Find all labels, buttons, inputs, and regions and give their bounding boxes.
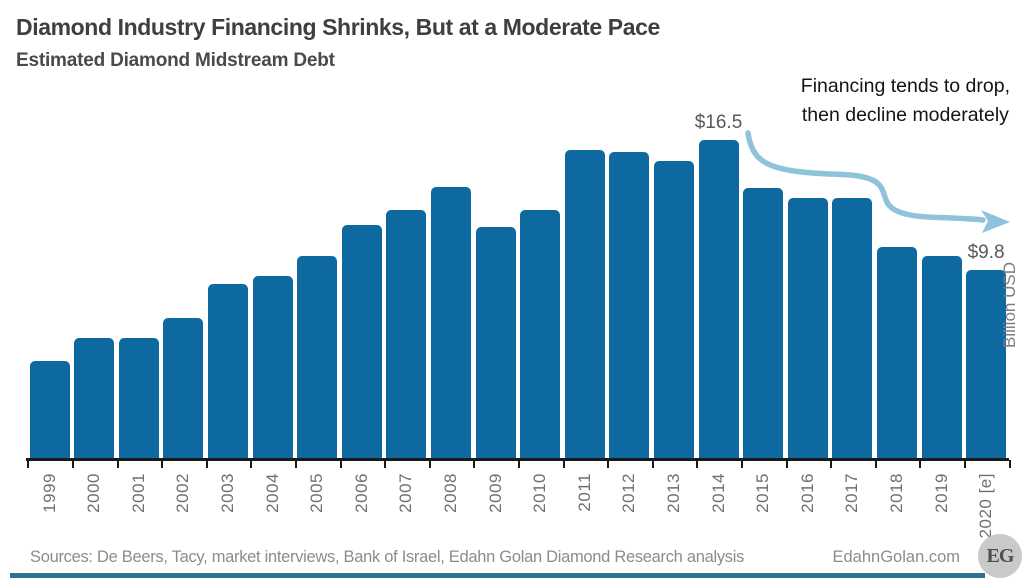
bottom-accent-strip: [10, 573, 985, 578]
bar-2014: [698, 140, 739, 460]
trend-annotation-line1: Financing tends to drop,: [800, 75, 1010, 97]
axis-tick: [562, 460, 565, 468]
trend-annotation-line2: then decline moderately: [801, 104, 1009, 126]
x-axis-label-2010: 2010: [530, 473, 550, 513]
x-axis-label-2015: 2015: [753, 473, 773, 513]
bar-2010: [520, 209, 561, 460]
bar-2011: [564, 149, 605, 460]
axis-tick: [830, 460, 833, 468]
bar-2017: [832, 198, 873, 460]
x-axis-label-2003: 2003: [217, 473, 237, 513]
bar-2002: [163, 318, 204, 460]
x-axis-label-2020 [e]: 2020 [e]: [976, 473, 996, 539]
bar-2003: [207, 283, 248, 460]
data-label-2020 [e]: $9.8: [967, 241, 1005, 263]
bar-2013: [653, 161, 694, 460]
bar-2005: [297, 256, 338, 460]
bar-2015: [743, 188, 784, 460]
data-label-2014: $16.5: [694, 112, 743, 133]
x-axis-label-2017: 2017: [842, 473, 862, 513]
axis-tick: [651, 460, 654, 468]
axis-tick: [161, 460, 164, 468]
x-axis-label-2005: 2005: [307, 473, 327, 513]
x-axis-label-2011: 2011: [574, 473, 594, 512]
bar-2020 [e]: [966, 269, 1007, 460]
x-axis-label-2006: 2006: [351, 473, 371, 513]
axis-tick: [384, 460, 387, 468]
trend-arrow-icon: [745, 130, 1010, 233]
x-axis-line: [26, 458, 1009, 461]
x-axis-label-2014: 2014: [708, 473, 728, 513]
bar-2007: [386, 209, 427, 460]
sources-text: Sources: De Beers, Tacy, market intervie…: [30, 548, 745, 566]
axis-tick: [339, 460, 342, 468]
x-axis-label-2013: 2013: [663, 473, 683, 513]
bar-2019: [921, 256, 962, 460]
axis-tick: [71, 460, 74, 468]
bar-2006: [341, 225, 382, 460]
axis-tick: [27, 460, 30, 468]
x-axis-label-1999: 1999: [39, 473, 59, 513]
axis-tick: [205, 460, 208, 468]
bar-2012: [609, 151, 650, 460]
axis-tick: [517, 460, 520, 468]
axis-tick: [740, 460, 743, 468]
page-title: Diamond Industry Financing Shrinks, But …: [16, 14, 660, 40]
bar-2009: [475, 227, 516, 460]
page-subtitle: Estimated Diamond Midstream Debt: [16, 50, 335, 71]
axis-tick: [294, 460, 297, 468]
x-axis-label-2004: 2004: [262, 473, 282, 513]
axis-tick: [473, 460, 476, 468]
site-credit: EdahnGolan.com: [832, 548, 961, 566]
axis-tick: [428, 460, 431, 468]
axis-tick: [116, 460, 119, 468]
bar-1999: [29, 361, 70, 460]
x-axis-label-2018: 2018: [886, 473, 906, 513]
x-axis-label-2019: 2019: [931, 473, 951, 513]
axis-tick: [1008, 460, 1011, 468]
y-axis-title: Billion USD: [1000, 262, 1019, 348]
bar-2016: [787, 198, 828, 460]
x-axis-label-2000: 2000: [84, 473, 104, 513]
trend-annotation: Financing tends to drop, then decline mo…: [801, 72, 1010, 130]
axis-tick: [919, 460, 922, 468]
x-axis-label-2012: 2012: [619, 473, 639, 513]
axis-tick: [874, 460, 877, 468]
bar-2004: [252, 275, 293, 460]
x-axis-label-2008: 2008: [440, 473, 460, 513]
x-axis-label-2007: 2007: [396, 473, 416, 513]
axis-tick: [607, 460, 610, 468]
x-axis-label-2001: 2001: [128, 473, 148, 513]
x-axis-label-2016: 2016: [797, 473, 817, 513]
axis-tick: [250, 460, 253, 468]
axis-tick: [963, 460, 966, 468]
axis-tick: [785, 460, 788, 468]
bar-2018: [876, 246, 917, 460]
bar-2000: [74, 337, 115, 460]
eg-logo: EG: [978, 534, 1022, 578]
x-axis-label-2009: 2009: [485, 473, 505, 513]
axis-tick: [696, 460, 699, 468]
bar-2001: [118, 337, 159, 460]
x-axis-label-2002: 2002: [173, 473, 193, 513]
bar-2008: [430, 186, 471, 460]
